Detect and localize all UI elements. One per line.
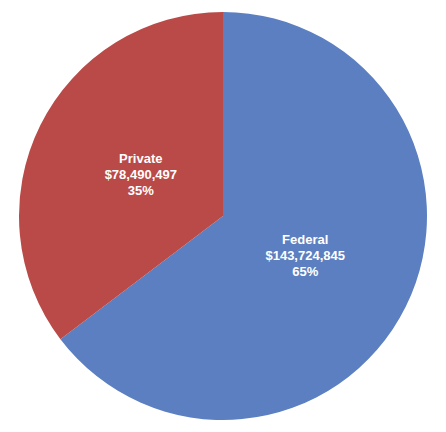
plot: Federal$143,724,84565% Private$78,490,497… [19,12,427,420]
percentage-label: 65% [292,264,318,279]
pie-slice [19,12,223,339]
value-label: $78,490,497 [105,167,177,182]
category-label: Private [119,151,162,166]
value-label: $143,724,845 [265,248,345,263]
slices [19,12,427,420]
percentage-label: 35% [128,183,154,198]
category-label: Federal [282,232,328,247]
slice-label: Federal$143,724,84565% [265,232,345,279]
slice-labels: Federal$143,724,84565% Private$78,490,497… [105,151,345,280]
slice-label: Private$78,490,49735% [105,151,177,198]
chart: Federal$143,724,84565% Private$78,490,497… [0,0,446,432]
